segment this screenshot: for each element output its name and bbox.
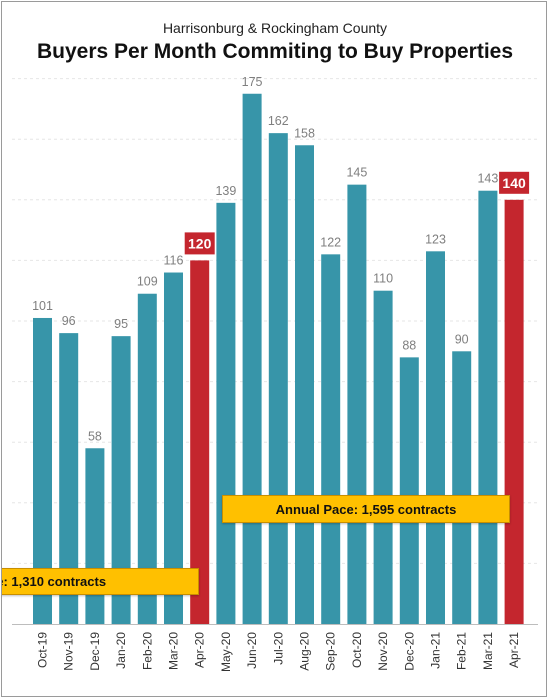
x-tick-label: Apr-21 <box>507 632 521 668</box>
bars <box>33 93 524 625</box>
bar-value-label: 122 <box>320 235 341 249</box>
bar <box>478 190 498 624</box>
bar-value-label: 58 <box>88 429 102 443</box>
value-labels: 101 96 58 95 109 116 120 139 175 162 158 122 145 110 8… <box>32 75 530 443</box>
x-tick-label: Nov-20 <box>376 632 390 671</box>
x-axis-tick-labels: Oct-19 Nov-19 Dec-19 Jan-20 Feb-20 Mar-20 Apr-… <box>36 632 522 672</box>
x-tick-label: Mar-21 <box>481 632 495 670</box>
bar <box>347 184 367 624</box>
bar-value-label: 175 <box>242 75 263 89</box>
x-tick-label: Nov-19 <box>62 632 76 671</box>
bar <box>399 357 419 624</box>
x-tick-label: Feb-21 <box>455 632 469 670</box>
chart-subtitle: Harrisonburg & Rockingham County <box>162 20 388 36</box>
bar-highlighted <box>504 199 524 625</box>
x-tick-label: Dec-20 <box>402 632 416 671</box>
bar <box>111 336 131 624</box>
bar <box>321 254 341 624</box>
bar-value-label: 145 <box>346 166 367 180</box>
x-tick-label: Dec-19 <box>88 632 102 671</box>
bar <box>59 333 79 624</box>
highlight-label-box <box>499 171 530 194</box>
annual-pace-annotation-2020: Annual Pace: 1,595 contracts <box>222 495 510 523</box>
x-tick-label: Jul-20 <box>271 632 285 665</box>
chart-title: Buyers Per Month Commiting to Buy Proper… <box>36 40 514 63</box>
bar <box>85 448 105 624</box>
x-tick-label: Aug-20 <box>298 632 312 671</box>
bar <box>295 145 314 624</box>
bar-value-label: 101 <box>32 299 53 313</box>
bar-value-label: 95 <box>114 317 128 331</box>
x-tick-label: Jan-20 <box>114 632 128 669</box>
highlight-label-box <box>184 232 215 255</box>
annual-pace-text-2020: Annual Pace: 1,595 contracts <box>275 501 457 517</box>
annual-pace-text-2019: ce: 1,310 contracts <box>2 574 107 589</box>
bar <box>373 290 393 624</box>
bar-value-label: 143 <box>477 172 498 186</box>
bar <box>426 251 445 624</box>
bar-value-label: 162 <box>268 114 289 128</box>
x-tick-label: May-20 <box>219 632 233 672</box>
bar-value-label: 96 <box>62 314 76 328</box>
bar <box>268 133 288 624</box>
bar <box>242 93 262 624</box>
bar-value-label: 110 <box>373 272 393 286</box>
bar-value-label: 88 <box>402 338 416 352</box>
bar-value-label: 90 <box>455 332 469 346</box>
bar <box>164 272 183 624</box>
bar-value-label: 140 <box>502 175 526 191</box>
x-tick-label: Oct-19 <box>36 632 50 668</box>
x-tick-label: Apr-20 <box>193 632 207 668</box>
x-tick-label: Feb-20 <box>140 632 154 670</box>
bar-value-label: 158 <box>294 126 315 140</box>
bar-value-label: 120 <box>188 235 212 251</box>
annual-pace-annotation-2019: ce: 1,310 contracts <box>2 568 199 595</box>
bar-value-label: 123 <box>425 232 446 246</box>
bar-value-label: 109 <box>137 275 158 289</box>
x-tick-label: Sep-20 <box>324 632 338 671</box>
x-tick-label: Mar-20 <box>167 632 181 670</box>
bar <box>137 293 157 624</box>
bar <box>452 351 472 624</box>
bar <box>216 202 236 624</box>
x-tick-label: Oct-20 <box>350 632 364 668</box>
bar-highlighted <box>190 260 210 624</box>
x-tick-label: Jun-20 <box>245 632 259 669</box>
bar <box>33 317 52 624</box>
x-tick-label: Jan-21 <box>429 632 443 669</box>
bar-value-label: 139 <box>215 184 236 198</box>
bar-value-label: 116 <box>164 254 184 268</box>
